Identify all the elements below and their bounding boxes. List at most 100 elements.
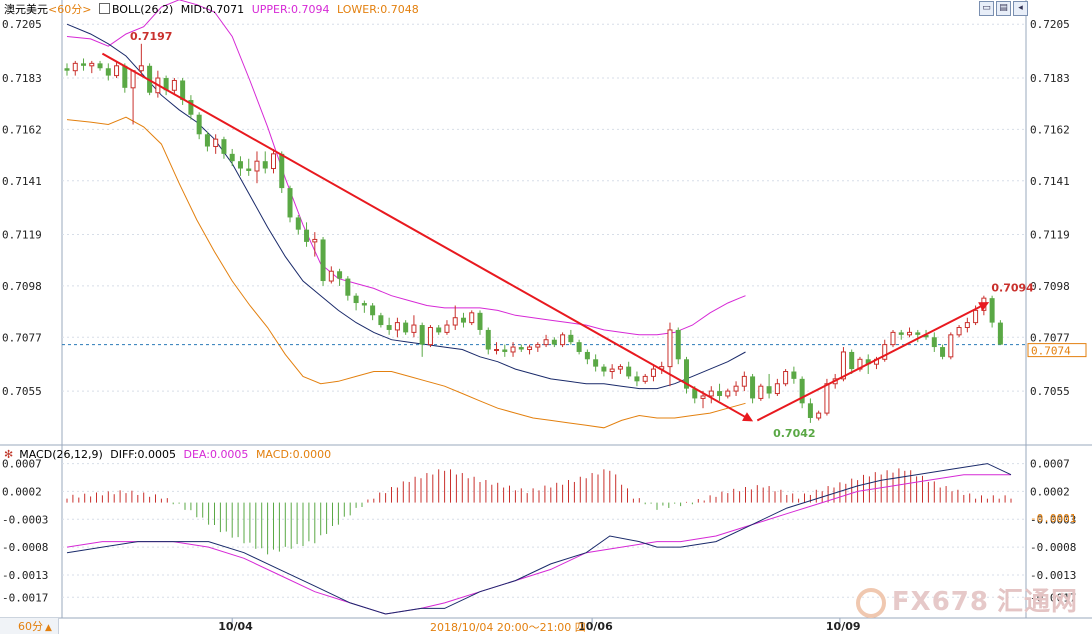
candle-body-down <box>221 139 227 154</box>
candle-body-down <box>122 65 128 88</box>
instrument-name: 澳元美元 <box>4 3 48 16</box>
candle-body-down <box>791 371 797 379</box>
macd-y-tick-right: -0.0013 <box>1030 569 1076 582</box>
candle-body-up <box>774 383 780 395</box>
period-selector[interactable]: 60分 ▲ <box>0 618 59 634</box>
candle-body-down <box>675 329 681 360</box>
macd-header: ✻ MACD(26,12,9) DIFF:0.0005 DEA:0.0005 MA… <box>4 448 331 461</box>
candle-body-down <box>593 359 599 367</box>
y-tick-right: 0.7205 <box>1030 18 1070 31</box>
y-tick-right: 0.7119 <box>1030 229 1070 242</box>
x-tick-label: 10/04 <box>218 620 253 633</box>
candle-body-down <box>502 349 508 352</box>
candle-body-down <box>997 322 1003 345</box>
candle-body-down <box>626 366 632 377</box>
candle-body-up <box>609 368 615 373</box>
macd-y-tick-right: -0.0017 <box>1030 591 1076 604</box>
settings-icon[interactable]: ▤ <box>996 1 1011 16</box>
indicator-icon <box>98 3 110 14</box>
candle-body-down <box>717 391 723 396</box>
macd-gear-icon[interactable]: ✻ <box>4 448 14 461</box>
candle-body-down <box>807 403 813 418</box>
candle-body-up <box>130 70 136 89</box>
dea-line <box>66 474 1011 615</box>
lower-value: LOWER:0.7048 <box>336 3 419 16</box>
candle-body-down <box>485 329 491 350</box>
candle-body-down <box>229 153 235 162</box>
candle-body-down <box>246 168 252 171</box>
macd-value: MACD:0.0000 <box>255 448 332 461</box>
candle-body-up <box>783 371 789 385</box>
candle-body-down <box>518 347 524 350</box>
candle-body-up <box>411 324 417 333</box>
candle-body-down <box>692 388 698 399</box>
candle-body-up <box>758 385 764 399</box>
y-tick-left: 0.7205 <box>2 18 42 31</box>
mid-value: MID:0.7071 <box>180 3 245 16</box>
y-tick-left: 0.7162 <box>2 123 42 136</box>
candle-body-up <box>725 390 731 397</box>
trend-arrows <box>101 52 990 422</box>
candle-body-down <box>419 325 425 345</box>
candle-body-up <box>444 324 450 333</box>
candle-body-down <box>915 332 921 335</box>
candle-body-up <box>89 62 95 67</box>
candle-body-down <box>931 337 937 348</box>
indicator-name: BOLL(26,2) <box>111 3 174 16</box>
candle-body-up <box>452 317 458 326</box>
candle-body-up <box>271 153 276 170</box>
candle-body-up <box>840 351 846 380</box>
candle-body-up <box>527 346 533 351</box>
candle-body-up <box>427 326 433 346</box>
candle-body-down <box>304 229 310 242</box>
y-tick-left: 0.7055 <box>2 385 42 398</box>
candle-body-down <box>634 376 640 382</box>
macd-y-tick-left: -0.0017 <box>2 591 48 604</box>
y-tick-left: 0.7119 <box>2 229 42 242</box>
candle-body-down <box>188 100 194 115</box>
candle-body-up <box>560 334 566 346</box>
price-annotation: 0.7197 <box>130 30 172 43</box>
cursor-time-label: 2018/10/04 20:00～21:00 四 <box>430 621 586 634</box>
boll-lower-line <box>66 116 746 429</box>
candle-body-up <box>328 270 334 282</box>
candle-body-up <box>469 312 475 324</box>
candle-body-down <box>403 322 409 333</box>
candle-body-down <box>262 161 268 169</box>
candle-body-down <box>551 339 557 345</box>
candle-body-down <box>865 359 871 365</box>
y-tick-left: 0.7141 <box>2 175 42 188</box>
candle-body-down <box>163 78 169 91</box>
macd-y-tick-left: -0.0013 <box>2 569 48 582</box>
macd-y-tick-right: -0.0008 <box>1030 541 1076 554</box>
watermark-cn: 汇通网 <box>996 587 1078 617</box>
watermark: FX678 汇通网 <box>855 581 1078 618</box>
candle-body-up <box>708 390 714 397</box>
candle-body-down <box>64 68 70 71</box>
watermark-text: FX678 <box>891 587 989 617</box>
y-tick-right: 0.7162 <box>1030 123 1070 136</box>
window-restore-icon[interactable]: ▭ <box>979 1 994 16</box>
close-panel-icon[interactable]: ◂ <box>1013 1 1028 16</box>
candle-body-down <box>750 376 756 399</box>
y-tick-right: 0.7077 <box>1030 331 1070 344</box>
candle-body-down <box>766 386 772 394</box>
candle-body-up <box>948 334 954 358</box>
candle-body-down <box>370 305 376 316</box>
boll-mid-line <box>66 23 746 390</box>
candle-body-down <box>898 332 904 335</box>
candle-body-up <box>824 383 830 414</box>
candle-body-down <box>576 342 582 352</box>
macd-lines <box>66 463 1012 615</box>
candle-body-up <box>741 375 747 387</box>
candle-body-up <box>642 375 648 382</box>
period-label: <60分> <box>48 3 92 16</box>
chart-header: 澳元美元<60分> BOLL(26,2) MID:0.7071 UPPER:0.… <box>4 1 419 17</box>
y-tick-right: 0.7141 <box>1030 175 1070 188</box>
candle-body-up <box>394 322 400 331</box>
candle-body-up <box>816 412 822 419</box>
candle-body-down <box>477 312 483 330</box>
period-button: 60分 <box>18 620 43 633</box>
candle-body-down <box>940 347 946 357</box>
